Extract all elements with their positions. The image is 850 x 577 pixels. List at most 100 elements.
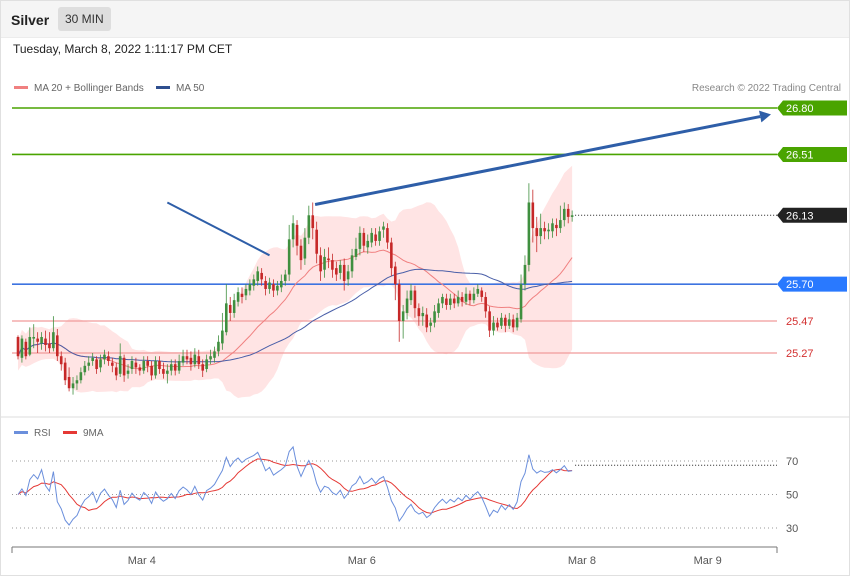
candle-body — [531, 202, 535, 229]
candle-body — [28, 336, 32, 355]
candle-body — [342, 264, 346, 281]
candle-body — [327, 258, 330, 261]
candle-body — [299, 245, 303, 261]
candle-body — [236, 292, 240, 302]
copyright-text: Research © 2022 Trading Central — [692, 83, 841, 94]
candle-body — [323, 256, 326, 270]
candle-body — [75, 380, 79, 384]
candle-body — [276, 285, 279, 291]
level-tag-pivot — [777, 276, 847, 292]
candle-body — [79, 372, 83, 381]
candle-body — [507, 319, 511, 326]
legend-label-rsi-ma: 9MA — [83, 428, 104, 439]
candle-body — [36, 338, 39, 342]
candle-body — [445, 298, 448, 305]
candle-body — [295, 224, 299, 246]
candle-body — [158, 361, 161, 370]
candle-body — [566, 208, 570, 217]
candle-body — [370, 232, 373, 243]
candle-body — [511, 319, 515, 328]
candle-body — [103, 354, 106, 360]
candle-body — [126, 370, 130, 374]
timestamp: Tuesday, March 8, 2022 1:11:17 PM CET — [13, 42, 233, 56]
candle-body — [122, 357, 126, 376]
candle-body — [315, 229, 318, 254]
candle-body — [169, 364, 173, 371]
candle-body — [260, 272, 263, 280]
candle-body — [417, 308, 421, 317]
candle-body — [331, 260, 334, 270]
candle-body — [232, 300, 236, 313]
rsi-layer: 70 50 30 — [12, 445, 798, 535]
candle-body — [287, 239, 291, 275]
candle-body — [185, 356, 189, 360]
candle-body — [272, 284, 275, 291]
candle-body — [67, 377, 71, 389]
candle-body — [350, 255, 354, 272]
level-label-resistance: 26.80 — [786, 103, 814, 115]
candle-body — [107, 356, 110, 362]
candle-body — [87, 362, 91, 366]
level-lines-layer: 26.80 26.51 25.70 25.47 25.27 — [12, 100, 847, 360]
legend-label-ma20: MA 20 + Bollinger Bands — [34, 83, 144, 94]
candle-body — [154, 361, 157, 376]
candle-body — [543, 228, 546, 232]
timeframe-badge[interactable]: 30 MIN — [58, 7, 111, 31]
candle-body — [492, 322, 495, 331]
candle-body — [456, 296, 460, 304]
legend-swatch-rsi-ma — [63, 431, 77, 434]
candle-body — [48, 343, 51, 349]
level-label-pivot: 25.70 — [786, 279, 814, 291]
candle-body — [500, 317, 503, 326]
candle-body — [303, 237, 307, 259]
level-tag-resistance — [777, 100, 847, 116]
candle-body — [24, 341, 28, 357]
candle-body — [240, 293, 244, 297]
candle-body — [193, 354, 197, 365]
candle-body — [63, 362, 67, 381]
candle-body — [401, 311, 405, 321]
candle-body — [173, 364, 177, 371]
candle-body — [335, 268, 338, 275]
candle-body — [472, 293, 476, 301]
candle-body — [358, 232, 362, 249]
candle-body — [138, 367, 142, 371]
candle-body — [311, 215, 315, 229]
candle-body — [83, 365, 87, 373]
candle-body — [264, 280, 267, 289]
candle-body — [40, 336, 43, 344]
candle-body — [181, 356, 185, 363]
candle-body — [484, 296, 487, 312]
candle-body — [386, 228, 389, 243]
candle-body — [437, 303, 440, 313]
candle-body — [362, 232, 366, 246]
candle-body — [397, 284, 401, 321]
rsi-tick-label: 50 — [786, 490, 798, 502]
legend-label-ma50: MA 50 — [176, 83, 205, 94]
legend-label-rsi: RSI — [34, 428, 51, 439]
candle-body — [519, 284, 523, 320]
candle-body — [413, 290, 417, 309]
candle-body — [425, 314, 429, 328]
candle-body — [393, 266, 397, 285]
ma20-line — [17, 249, 573, 370]
legend-swatch-ma50 — [156, 86, 170, 89]
candle-body — [256, 271, 260, 281]
candle-body — [539, 228, 542, 237]
candle-body — [354, 248, 358, 257]
candle-body — [228, 304, 232, 313]
candle-body — [547, 229, 550, 232]
candle-body — [59, 356, 63, 365]
candle-body — [464, 293, 468, 302]
rsi-line — [17, 445, 573, 526]
candle-body — [150, 365, 153, 376]
resistance-trendline — [166, 201, 270, 257]
candle-body — [16, 336, 20, 357]
candle-body — [177, 361, 181, 371]
candle-body — [460, 296, 464, 302]
candle-body — [441, 296, 444, 304]
candles-layer — [16, 183, 574, 395]
candle-body — [142, 361, 146, 371]
candle-body — [130, 361, 134, 370]
